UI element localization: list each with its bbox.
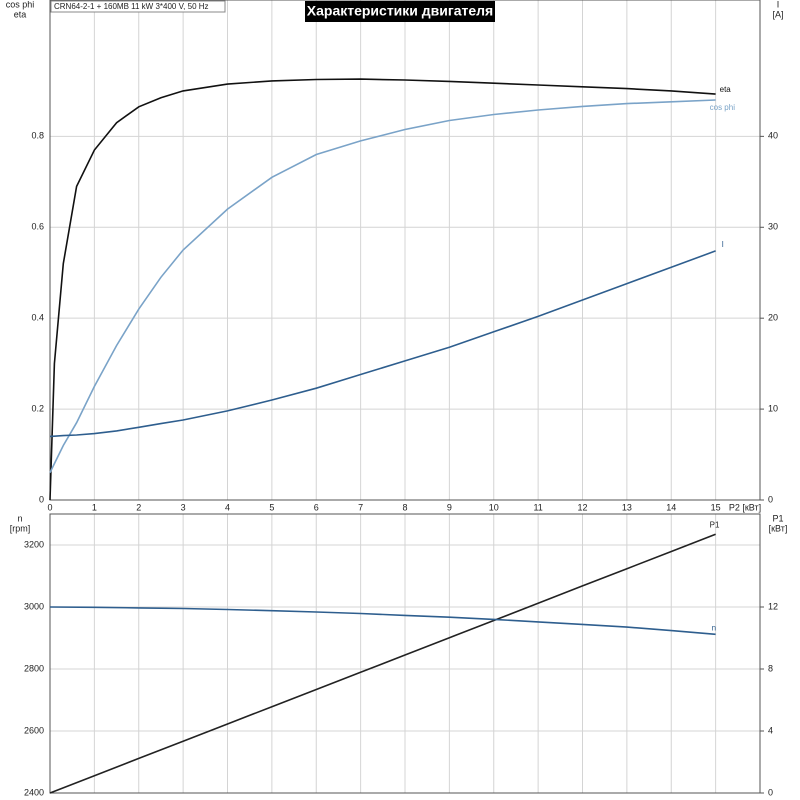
x-tick-label: 12 (577, 502, 587, 512)
y2-tick-label: 8 (768, 663, 773, 673)
subtitle: CRN64-2-1 + 160MB 11 kW 3*400 V, 50 Hz (54, 2, 209, 11)
series-line (49, 78, 716, 501)
y2-tick-label: 30 (768, 222, 778, 232)
plot-frame (49, 0, 761, 501)
y2-tick-label: 12 (768, 601, 778, 611)
x-tick-label: 9 (447, 502, 452, 512)
x-tick-label: 8 (402, 502, 407, 512)
series-label: n (712, 623, 716, 632)
y2-tick-label: 0 (768, 787, 773, 797)
series-line (49, 99, 716, 474)
x-tick-label: 4 (225, 502, 230, 512)
x-tick-label: 5 (269, 502, 274, 512)
y2-tick-label: 10 (768, 403, 778, 413)
x-tick-label: 7 (358, 502, 363, 512)
y-tick-label: 0.4 (31, 313, 44, 323)
series-line (49, 606, 716, 636)
x-tick-label: 10 (489, 502, 499, 512)
y-tick-label: 0.6 (31, 222, 44, 232)
series-label: eta (720, 85, 732, 94)
series-label: cos phi (710, 103, 736, 112)
x-tick-label: 11 (533, 502, 542, 512)
y2-axis-label: [кВт] (769, 523, 788, 533)
title-box (305, 1, 495, 22)
y2-tick-label: 4 (768, 725, 773, 735)
plot-frame (49, 513, 761, 794)
y-axis-label: n (17, 513, 22, 523)
y2-axis-label: I (777, 0, 780, 9)
subtitle-box (50, 0, 226, 13)
y2-axis-label: [A] (772, 9, 783, 19)
y-tick-label: 0.2 (31, 403, 44, 413)
x-tick-label: 3 (181, 502, 186, 512)
y2-tick-label: 0 (768, 494, 773, 504)
y2-axis-label: P1 (772, 513, 783, 523)
y-tick-label: 0 (39, 494, 44, 504)
y2-tick-label: 20 (768, 313, 778, 323)
x-tick-label: 0 (47, 502, 52, 512)
y2-tick-label: 40 (768, 131, 778, 141)
x-axis-label: P2 [кВт] (729, 502, 761, 512)
y-axis-label: cos phi (6, 0, 35, 9)
y-tick-label: 2400 (24, 787, 44, 797)
chart-title: Характеристики двигателя (307, 3, 493, 19)
y-tick-label: 2600 (24, 725, 44, 735)
x-tick-label: 6 (314, 502, 319, 512)
series-line (49, 250, 716, 438)
y-axis-label: [rpm] (10, 523, 31, 533)
y-tick-label: 2800 (24, 663, 44, 673)
y-tick-label: 3200 (24, 539, 44, 549)
y-tick-label: 3000 (24, 601, 44, 611)
y-axis-label: eta (14, 9, 27, 19)
x-tick-label: 2 (136, 502, 141, 512)
series-line (49, 533, 716, 794)
x-tick-label: 14 (666, 502, 676, 512)
y-tick-label: 0.8 (31, 131, 44, 141)
series-label: I (722, 240, 724, 249)
x-tick-label: 15 (711, 502, 721, 512)
x-tick-label: 13 (622, 502, 632, 512)
series-label: P1 (710, 520, 720, 529)
x-tick-label: 1 (92, 502, 97, 512)
